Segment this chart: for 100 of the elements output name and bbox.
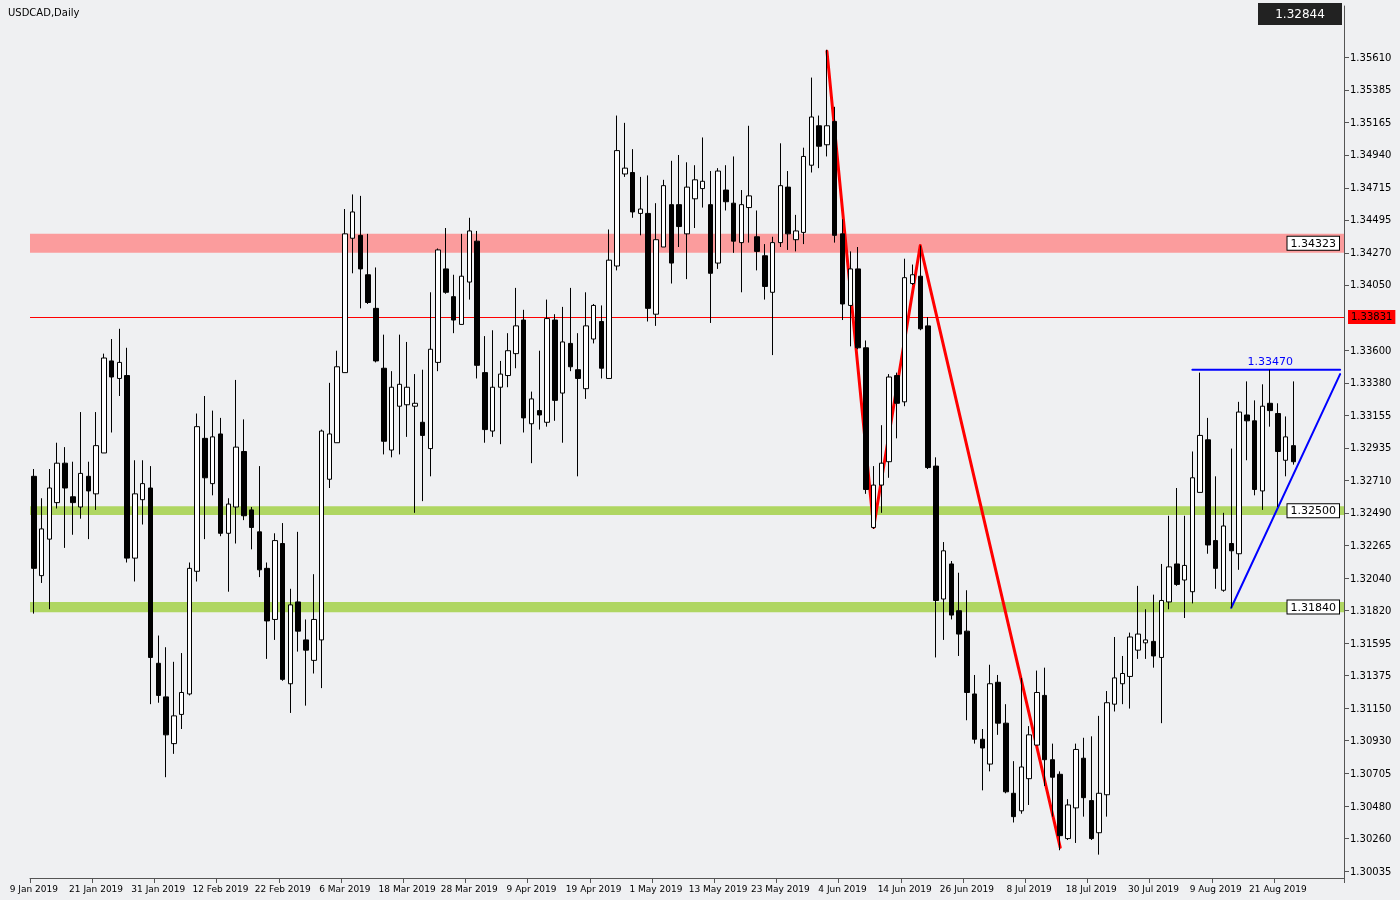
candlestick [1120, 655, 1125, 705]
annotation: 1.33470 [1247, 354, 1293, 368]
candlestick [793, 214, 799, 252]
candlestick [389, 370, 394, 458]
candlestick [1275, 402, 1281, 508]
candlestick [614, 115, 620, 271]
candlestick [1050, 743, 1055, 818]
candlestick [521, 309, 526, 434]
candlestick [365, 233, 371, 305]
candlestick [303, 618, 309, 707]
candlestick [731, 155, 736, 254]
x-tick-label: 19 Apr 2019 [565, 883, 622, 894]
candlestick [288, 588, 293, 714]
candlestick [918, 245, 923, 331]
y-tick-label: 1.32490 [1350, 507, 1392, 519]
y-tick-label: 1.32040 [1350, 573, 1392, 585]
candlestick [1151, 594, 1156, 669]
candlestick [739, 189, 744, 293]
candlestick [1065, 798, 1071, 841]
candlestick [762, 243, 768, 301]
y-tick-label: 1.34715 [1350, 182, 1392, 194]
candlestick [972, 674, 977, 745]
y-tick-label: 1.31375 [1350, 670, 1392, 682]
x-tick-label: 9 Aug 2019 [1189, 883, 1242, 894]
x-tick-label: 30 Jul 2019 [1128, 883, 1180, 894]
candlestick [1267, 369, 1273, 428]
candlestick [1159, 563, 1164, 724]
band-label: 1.32500 [1290, 504, 1336, 518]
candlestick [1127, 632, 1133, 710]
x-tick-label: 21 Jan 2019 [69, 883, 124, 894]
candlestick [723, 164, 729, 211]
candlestick [435, 247, 441, 372]
candlestick [840, 218, 845, 321]
candlestick [684, 161, 690, 280]
candlestick [397, 334, 402, 455]
candlestick [233, 379, 239, 545]
candlestick [420, 369, 425, 502]
y-tick-label: 1.35165 [1350, 116, 1392, 128]
candlestick [62, 446, 68, 549]
candlestick [474, 230, 480, 379]
candlestick [342, 208, 348, 374]
candlestick [1143, 608, 1148, 660]
y-tick-label: 1.30930 [1350, 735, 1392, 747]
candlestick [575, 332, 581, 477]
y-tick-label: 1.34050 [1350, 279, 1392, 291]
candlestick [669, 160, 674, 285]
candlestick [606, 228, 612, 379]
candlestick [132, 459, 138, 582]
x-tick-label: 23 May 2019 [750, 883, 810, 894]
candlestick [630, 148, 635, 219]
y-tick-label: 1.34940 [1350, 149, 1392, 161]
x-tick-label: 26 Jun 2019 [939, 883, 995, 894]
candlestick [124, 347, 130, 563]
x-tick-label: 13 May 2019 [688, 883, 748, 894]
candlestick [1112, 636, 1117, 712]
candlestick [949, 560, 954, 620]
y-tick-label: 1.30705 [1350, 768, 1392, 780]
band-label: 1.31840 [1290, 600, 1336, 614]
candlestick [1213, 475, 1218, 590]
candlestick [156, 635, 161, 704]
x-tick-label: 14 Jun 2019 [877, 883, 933, 894]
candlestick [249, 506, 254, 550]
candlestick [832, 106, 837, 244]
candlestick [910, 264, 915, 286]
candlestick [1073, 743, 1079, 844]
candlestick [202, 395, 208, 540]
y-tick-label: 1.34270 [1350, 247, 1392, 259]
candlestick [505, 332, 511, 388]
y-tick-label: 1.30260 [1350, 833, 1392, 845]
candlestick [824, 49, 830, 157]
x-tick-label: 28 Mar 2019 [440, 883, 499, 894]
candlestick [412, 373, 418, 514]
candlestick [194, 413, 200, 582]
candlestick [86, 461, 91, 540]
x-tick-label: 8 Jul 2019 [1006, 883, 1052, 894]
candlestick [785, 170, 791, 251]
candlestick [653, 202, 659, 327]
candlestick [746, 125, 752, 244]
candlestick [295, 531, 301, 653]
candlestick [1135, 585, 1141, 660]
y-tick-label: 1.33600 [1350, 345, 1392, 357]
candlestick [1019, 677, 1024, 815]
candlestick [78, 411, 83, 520]
candlestick [700, 136, 705, 209]
candlestick [770, 236, 775, 356]
candlestick [529, 391, 534, 464]
candlestick [1182, 515, 1187, 619]
candlestick [482, 335, 488, 444]
candlestick [886, 373, 892, 479]
candlestick [1252, 399, 1257, 496]
candlestick [879, 424, 884, 514]
candlestick [863, 339, 869, 495]
candlestick [264, 562, 270, 660]
x-tick-label: 31 Jan 2019 [131, 883, 186, 894]
candlestick [956, 572, 962, 657]
x-tick-label: 1 May 2019 [629, 883, 683, 894]
candlestick [1291, 380, 1296, 466]
candlestick [1096, 715, 1102, 856]
candlestick [226, 497, 231, 593]
candlestick [451, 274, 456, 334]
